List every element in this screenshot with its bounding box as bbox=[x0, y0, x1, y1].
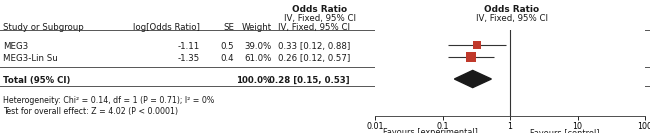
Text: 0.5: 0.5 bbox=[220, 42, 234, 51]
Text: 61.0%: 61.0% bbox=[244, 54, 272, 63]
Text: Test for overall effect: Z = 4.02 (P < 0.0001): Test for overall effect: Z = 4.02 (P < 0… bbox=[3, 107, 178, 116]
Text: IV, Fixed, 95% CI: IV, Fixed, 95% CI bbox=[278, 23, 350, 32]
Text: Total (95% CI): Total (95% CI) bbox=[3, 76, 70, 85]
Text: Odds Ratio: Odds Ratio bbox=[292, 5, 348, 14]
Text: 0.28 [0.15, 0.53]: 0.28 [0.15, 0.53] bbox=[269, 76, 350, 85]
Text: MEG3: MEG3 bbox=[3, 42, 28, 51]
Text: Weight: Weight bbox=[242, 23, 272, 32]
Text: 39.0%: 39.0% bbox=[245, 42, 272, 51]
Text: IV, Fixed, 95% CI: IV, Fixed, 95% CI bbox=[476, 14, 547, 23]
Text: 0.26 [0.12, 0.57]: 0.26 [0.12, 0.57] bbox=[278, 54, 350, 63]
Text: -1.35: -1.35 bbox=[177, 54, 200, 63]
Text: Favours [control]: Favours [control] bbox=[530, 128, 600, 133]
Text: 0.4: 0.4 bbox=[220, 54, 234, 63]
Text: Study or Subgroup: Study or Subgroup bbox=[3, 23, 84, 32]
Polygon shape bbox=[454, 70, 491, 88]
Text: -1.11: -1.11 bbox=[177, 42, 200, 51]
Text: 100.0%: 100.0% bbox=[237, 76, 272, 85]
Text: Odds Ratio: Odds Ratio bbox=[484, 5, 539, 14]
Text: 0.33 [0.12, 0.88]: 0.33 [0.12, 0.88] bbox=[278, 42, 350, 51]
Text: IV, Fixed, 95% CI: IV, Fixed, 95% CI bbox=[284, 14, 356, 23]
Text: Heterogeneity: Chi² = 0.14, df = 1 (P = 0.71); I² = 0%: Heterogeneity: Chi² = 0.14, df = 1 (P = … bbox=[3, 96, 214, 105]
Text: log[Odds Ratio]: log[Odds Ratio] bbox=[133, 23, 200, 32]
Text: MEG3-Lin Su: MEG3-Lin Su bbox=[3, 54, 58, 63]
Text: Favours [experimental]: Favours [experimental] bbox=[383, 128, 478, 133]
Text: SE: SE bbox=[223, 23, 234, 32]
